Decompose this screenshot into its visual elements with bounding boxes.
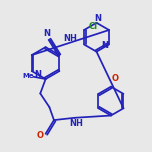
Text: NH: NH <box>64 34 77 43</box>
Text: Me: Me <box>22 73 34 79</box>
Text: O: O <box>111 74 118 83</box>
Text: O: O <box>36 131 43 140</box>
Text: N: N <box>35 70 41 79</box>
Text: N: N <box>101 41 108 50</box>
Text: N: N <box>43 29 50 38</box>
Text: N: N <box>94 14 101 23</box>
Text: NH: NH <box>69 119 83 128</box>
Text: Cl: Cl <box>89 22 98 31</box>
